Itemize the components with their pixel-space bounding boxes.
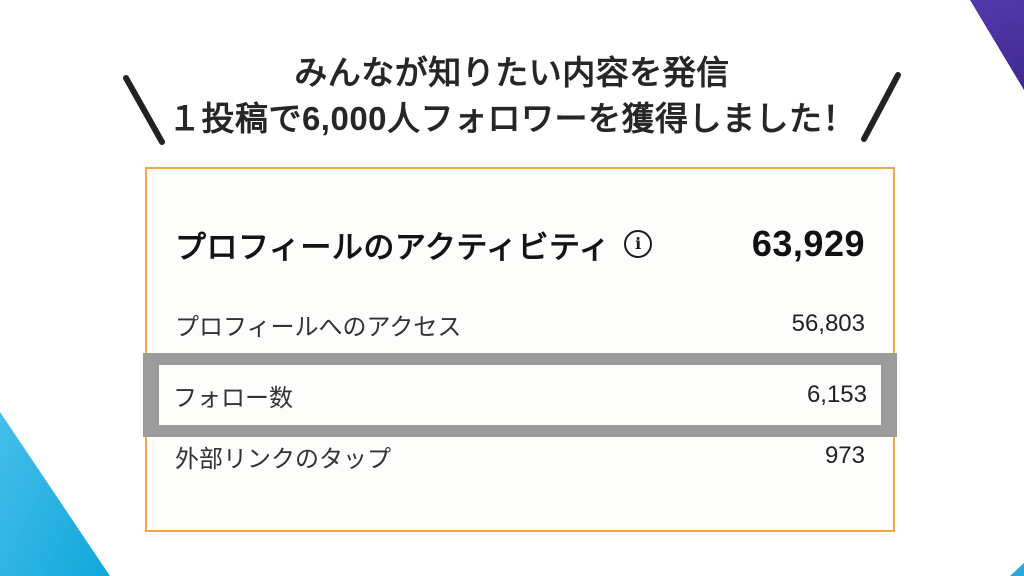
card-title: プロフィールのアクティビティ: [175, 229, 611, 265]
row-label: プロフィールへのアクセス: [175, 313, 462, 341]
total-activity-value: 63,929: [751, 223, 865, 264]
row-follows: フォロー数 6,153: [159, 365, 881, 425]
row-label: 外部リンクのタップ: [175, 445, 391, 473]
row-profile-visits: プロフィールへのアクセス 56,803: [147, 302, 893, 346]
row-value: 973: [824, 442, 865, 469]
profile-activity-card: プロフィールのアクティビティ i 63,929 プロフィールへのアクセス 56,…: [143, 167, 897, 532]
cyan-corner-triangle: [0, 412, 110, 576]
row-label: フォロー数: [173, 384, 293, 412]
follows-row-highlight: フォロー数 6,153: [143, 353, 897, 437]
card-header: プロフィールのアクティビティ i 63,929: [147, 213, 893, 275]
bottom-right-corner-triangle: [1010, 563, 1024, 576]
row-value: 56,803: [791, 310, 865, 337]
slash-decoration: [858, 68, 904, 146]
headline: みんなが知りたい内容を発信 １投稿で6,000人フォロワーを獲得しました！: [0, 50, 1024, 142]
info-icon-glyph: i: [635, 234, 642, 253]
headline-line2: １投稿で6,000人フォロワーを獲得しました！: [167, 100, 857, 137]
row-value: 6,153: [806, 381, 867, 408]
backslash-decoration: [120, 71, 168, 149]
info-icon[interactable]: i: [624, 230, 653, 258]
headline-line1: みんなが知りたい内容を発信: [294, 54, 730, 91]
row-external-link-taps: 外部リンクのタップ 973: [147, 434, 893, 478]
